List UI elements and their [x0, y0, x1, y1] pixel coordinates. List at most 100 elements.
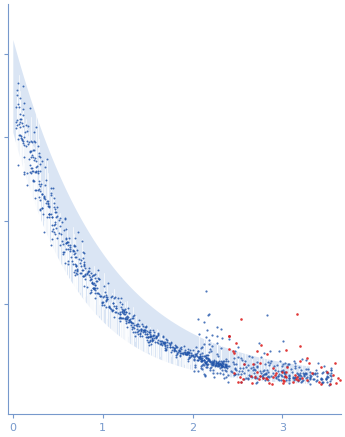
- Point: [49, 214, 55, 221]
- Point: [296, 378, 301, 385]
- Point: [80, 267, 86, 274]
- Point: [104, 294, 109, 301]
- Point: [36, 149, 42, 156]
- Point: [329, 367, 334, 374]
- Point: [257, 368, 262, 375]
- Point: [33, 168, 39, 175]
- Point: [206, 352, 211, 359]
- Point: [130, 328, 136, 335]
- Point: [95, 289, 101, 296]
- Point: [335, 375, 341, 382]
- Point: [127, 319, 132, 326]
- Point: [82, 276, 87, 283]
- Point: [204, 357, 209, 364]
- Point: [142, 323, 148, 330]
- Point: [134, 320, 140, 327]
- Point: [72, 249, 78, 256]
- Point: [92, 284, 98, 291]
- Point: [204, 358, 209, 365]
- Point: [195, 348, 201, 355]
- Point: [193, 361, 198, 368]
- Point: [270, 374, 276, 381]
- Point: [197, 354, 203, 361]
- Point: [181, 348, 187, 355]
- Point: [207, 358, 213, 365]
- Point: [331, 371, 336, 378]
- Point: [225, 378, 231, 385]
- Point: [304, 374, 310, 381]
- Point: [184, 348, 189, 355]
- Point: [122, 306, 127, 313]
- Point: [119, 308, 125, 315]
- Point: [80, 255, 86, 262]
- Point: [205, 361, 210, 368]
- Point: [137, 333, 143, 340]
- Point: [124, 316, 129, 323]
- Point: [63, 216, 68, 223]
- Point: [315, 360, 321, 367]
- Point: [178, 352, 183, 359]
- Point: [203, 360, 209, 367]
- Point: [45, 198, 51, 205]
- Point: [32, 194, 37, 201]
- Point: [123, 313, 129, 320]
- Point: [103, 296, 109, 303]
- Point: [239, 368, 245, 375]
- Point: [147, 333, 153, 340]
- Point: [30, 147, 36, 154]
- Point: [225, 363, 230, 370]
- Point: [134, 321, 139, 328]
- Point: [191, 355, 197, 362]
- Point: [307, 374, 313, 381]
- Point: [240, 376, 246, 383]
- Point: [81, 263, 87, 270]
- Point: [257, 359, 262, 366]
- Point: [188, 347, 193, 354]
- Point: [219, 357, 224, 364]
- Point: [318, 375, 324, 382]
- Point: [224, 363, 229, 370]
- Point: [21, 106, 26, 113]
- Point: [185, 348, 191, 355]
- Point: [185, 350, 190, 357]
- Point: [167, 340, 173, 347]
- Point: [205, 326, 210, 333]
- Point: [285, 362, 290, 369]
- Point: [92, 281, 98, 288]
- Point: [319, 378, 325, 385]
- Point: [231, 369, 237, 376]
- Point: [238, 378, 244, 385]
- Point: [193, 364, 198, 371]
- Point: [196, 355, 201, 362]
- Point: [144, 331, 150, 338]
- Point: [132, 332, 137, 339]
- Point: [291, 376, 297, 383]
- Point: [318, 381, 324, 388]
- Point: [221, 357, 227, 364]
- Point: [183, 350, 188, 357]
- Point: [185, 349, 190, 356]
- Point: [211, 358, 216, 365]
- Point: [261, 350, 266, 357]
- Point: [136, 321, 141, 328]
- Point: [165, 343, 170, 350]
- Point: [267, 360, 273, 367]
- Point: [14, 91, 20, 98]
- Point: [104, 294, 110, 301]
- Point: [218, 362, 224, 369]
- Point: [33, 187, 38, 194]
- Point: [184, 350, 189, 357]
- Point: [272, 366, 277, 373]
- Point: [124, 309, 129, 316]
- Point: [208, 364, 214, 371]
- Point: [223, 361, 228, 368]
- Point: [164, 341, 170, 348]
- Point: [325, 369, 330, 376]
- Point: [294, 374, 299, 381]
- Point: [155, 339, 160, 346]
- Point: [38, 197, 43, 204]
- Point: [22, 134, 27, 141]
- Point: [286, 361, 292, 368]
- Point: [15, 80, 21, 87]
- Point: [37, 183, 43, 190]
